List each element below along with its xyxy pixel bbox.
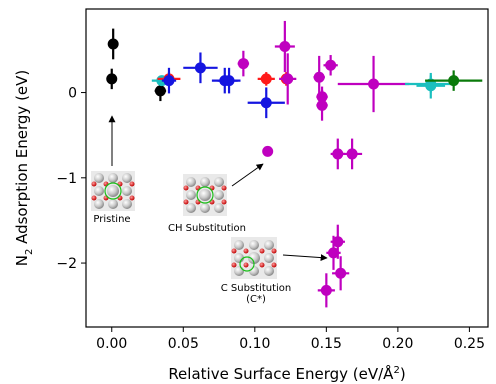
marker bbox=[262, 145, 274, 157]
x-tick-label: 0.25 bbox=[454, 336, 485, 352]
data-point-magenta bbox=[237, 50, 250, 77]
data-point-blue bbox=[217, 67, 241, 94]
x-tick-label: 0.00 bbox=[96, 336, 127, 352]
marker bbox=[260, 73, 272, 85]
data-point-blue bbox=[247, 87, 285, 119]
x-axis-label: Relative Surface Energy (eV/Å2) bbox=[168, 364, 405, 383]
c-label: C Substitution bbox=[221, 283, 292, 294]
marker bbox=[163, 75, 175, 87]
x-tick-label: 0.10 bbox=[239, 336, 270, 352]
x-tick-label: 0.15 bbox=[311, 336, 342, 352]
marker bbox=[282, 73, 294, 85]
pristine-structure bbox=[91, 173, 135, 209]
pristine-label: Pristine bbox=[93, 214, 130, 225]
marker bbox=[107, 38, 119, 50]
data-point-blue bbox=[183, 52, 218, 84]
marker bbox=[194, 62, 206, 74]
data-point-magenta bbox=[279, 53, 297, 105]
c-sublabel: (C*) bbox=[246, 294, 266, 305]
data-point-magenta bbox=[332, 256, 350, 291]
marker bbox=[313, 71, 325, 83]
x-tick-label: 0.05 bbox=[168, 336, 199, 352]
y-axis-label: N2 Adsorption Energy (eV) bbox=[13, 70, 35, 267]
ch-structure bbox=[183, 177, 227, 213]
y-tick-label: 0 bbox=[68, 86, 77, 102]
marker bbox=[335, 267, 347, 279]
marker bbox=[237, 58, 249, 70]
data-point-green bbox=[425, 70, 483, 91]
marker bbox=[327, 247, 339, 259]
marker bbox=[320, 284, 332, 296]
data-point-magenta bbox=[262, 145, 274, 157]
y-tick-label: −1 bbox=[56, 171, 77, 187]
marker bbox=[425, 80, 437, 92]
plot-area bbox=[106, 20, 483, 308]
marker bbox=[316, 99, 328, 111]
marker bbox=[260, 97, 272, 109]
data-point-magenta bbox=[326, 235, 341, 270]
data-point-magenta bbox=[317, 273, 335, 308]
data-point-blue bbox=[161, 67, 177, 94]
ch-inset bbox=[183, 174, 227, 216]
data-point-magenta bbox=[316, 89, 328, 121]
data-point-cyan bbox=[416, 72, 446, 99]
data-point-black bbox=[107, 28, 119, 60]
y-axis: 0 −1 −2 bbox=[56, 86, 86, 272]
marker bbox=[448, 75, 460, 87]
data-point-magenta bbox=[313, 55, 325, 99]
x-tick-label: 0.20 bbox=[382, 336, 413, 352]
marker bbox=[346, 148, 358, 160]
axes-frame bbox=[85, 8, 489, 328]
data-point-magenta bbox=[337, 55, 410, 113]
c-structure bbox=[231, 240, 277, 276]
marker bbox=[332, 148, 344, 160]
c-arrow bbox=[282, 254, 328, 262]
marker bbox=[106, 73, 118, 85]
y-tick-label: −2 bbox=[56, 256, 77, 272]
data-point-magenta bbox=[323, 55, 338, 76]
x-axis: 0.00 0.05 0.10 0.15 0.20 0.25 bbox=[96, 327, 485, 352]
data-point-black bbox=[106, 68, 118, 90]
marker bbox=[368, 78, 380, 90]
marker bbox=[279, 41, 291, 53]
data-point-magenta bbox=[274, 20, 295, 73]
ch-label: CH Substitution bbox=[168, 223, 246, 234]
pristine-inset bbox=[91, 171, 135, 211]
c-inset bbox=[231, 237, 277, 279]
marker bbox=[325, 59, 337, 71]
data-point-red bbox=[257, 72, 275, 86]
data-point-magenta bbox=[342, 138, 363, 170]
ch-arrow bbox=[231, 163, 264, 187]
marker bbox=[223, 75, 235, 87]
marker bbox=[154, 85, 166, 97]
marker bbox=[332, 236, 344, 248]
